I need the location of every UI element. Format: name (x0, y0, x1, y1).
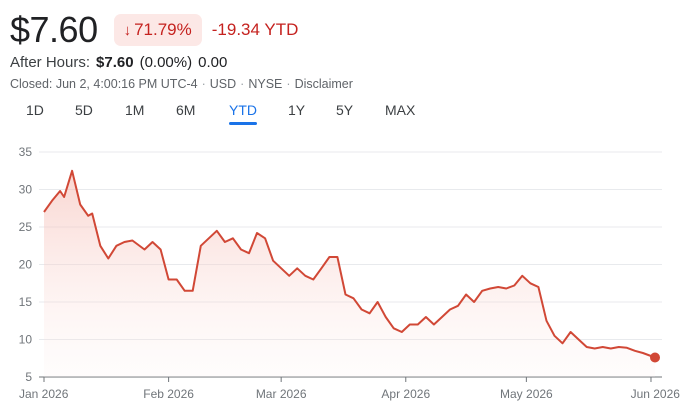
disclaimer-link[interactable]: Disclaimer (294, 77, 353, 91)
separator-dot: · (240, 77, 245, 91)
y-tick-label: 5 (25, 370, 32, 384)
range-tab-1d[interactable]: 1D (26, 102, 44, 118)
last-price-marker (650, 352, 660, 363)
after-hours-change: 0.00 (198, 54, 228, 71)
x-tick-label: Jan 2026 (19, 387, 69, 401)
after-hours-row: After Hours: $7.60 (0.00%) 0.00 (10, 54, 227, 71)
y-axis: 5 10 15 20 25 30 35 (19, 145, 33, 384)
price-area-fill (44, 170, 655, 377)
separator-dot: · (286, 77, 291, 91)
ytd-change-percent: 71.79% (134, 20, 192, 39)
y-tick-label: 20 (19, 258, 33, 272)
range-tab-1y[interactable]: 1Y (288, 102, 306, 118)
after-hours-label: After Hours: (10, 54, 91, 71)
range-tab-5d[interactable]: 5D (75, 102, 93, 118)
current-price: $7.60 (10, 9, 98, 50)
arrow-down-icon: ↓ (123, 21, 132, 39)
price-chart[interactable]: 5 10 15 20 25 30 35 Jan 2026 Feb 2026 Mar 2026 Ap… (0, 140, 697, 418)
range-tab-1m[interactable]: 1M (125, 102, 145, 118)
range-tab-max[interactable]: MAX (385, 102, 416, 118)
exchange-label: NYSE (248, 77, 283, 91)
after-hours-percent: (0.00%) (139, 54, 193, 71)
currency-label: USD (209, 77, 237, 91)
y-tick-label: 30 (19, 183, 33, 197)
range-tab-6m[interactable]: 6M (176, 102, 196, 118)
closed-timestamp: Closed: Jun 2, 4:00:16 PM UTC-4 (10, 77, 198, 91)
ytd-change-absolute: -19.34 YTD (211, 20, 299, 39)
x-tick-label: Apr 2026 (381, 387, 430, 401)
quote-header: $7.60 ↓ 71.79% -19.34 YTD (10, 10, 298, 50)
ytd-change-badge: ↓ 71.79% (113, 14, 202, 46)
after-hours-price: $7.60 (96, 54, 134, 71)
y-tick-label: 35 (19, 145, 33, 159)
price-line (43, 169, 656, 359)
x-tick-label: Mar 2026 (256, 387, 307, 401)
x-tick-label: Feb 2026 (143, 387, 194, 401)
range-tab-ytd[interactable]: YTD (229, 102, 257, 125)
x-axis: Jan 2026 Feb 2026 Mar 2026 Apr 2026 May 2026… (19, 376, 681, 401)
y-tick-label: 10 (19, 333, 33, 347)
separator-dot: · (201, 77, 206, 91)
range-tab-5y[interactable]: 5Y (336, 102, 354, 118)
x-tick-label: May 2026 (500, 387, 553, 401)
y-tick-label: 25 (19, 220, 33, 234)
x-tick-label: Jun 2026 (631, 387, 681, 401)
y-tick-label: 15 (19, 295, 33, 309)
market-meta: Closed: Jun 2, 4:00:16 PM UTC-4 · USD · … (10, 77, 353, 91)
